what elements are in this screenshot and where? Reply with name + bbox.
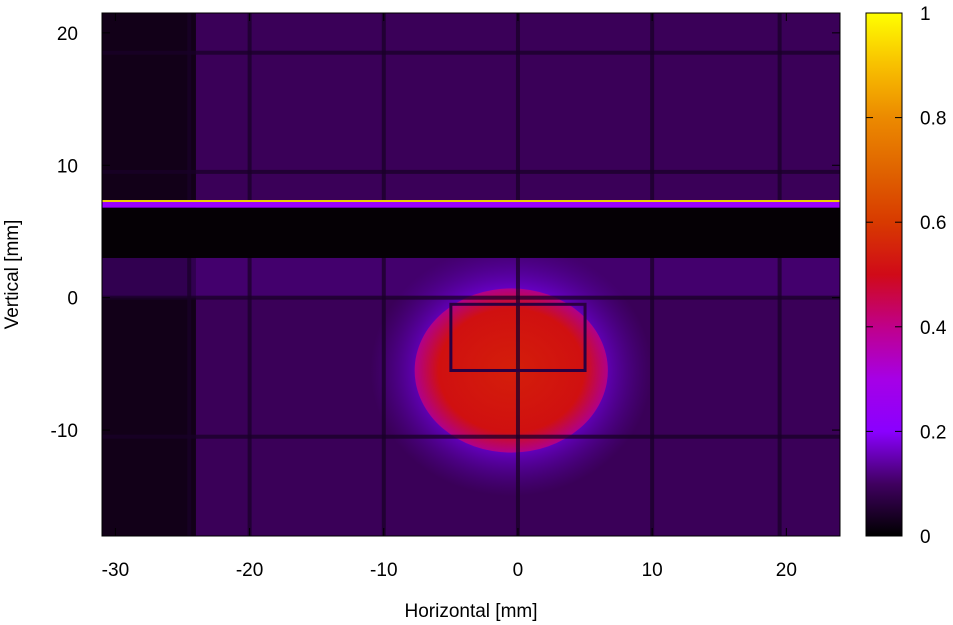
plot-area <box>102 13 840 536</box>
grid-line-vertical <box>187 13 192 536</box>
grid-line-horizontal <box>102 295 840 300</box>
x-tick-label: 0 <box>513 560 524 581</box>
dark-band <box>102 207 840 258</box>
y-axis-label: Vertical [mm] <box>2 220 23 330</box>
colorbar-tick-label: 0.4 <box>920 318 947 339</box>
colorbar <box>866 13 902 536</box>
colorbar-tick-label: 0.6 <box>920 213 946 234</box>
x-tick-label: -30 <box>102 560 129 581</box>
detector-grid-lines <box>102 13 840 536</box>
x-tick-label: 10 <box>642 560 663 581</box>
y-tick-label: -10 <box>51 421 78 442</box>
y-axis: 20 10 0 -10 <box>51 24 840 442</box>
inner-frame-shadow <box>449 302 587 372</box>
grid-line-horizontal <box>102 50 840 55</box>
colorbar-frame <box>865 12 903 537</box>
colorbar-axis: 0 0.2 0.4 0.6 0.8 1 <box>866 4 947 548</box>
grid-line-vertical <box>247 13 252 536</box>
grid-line-vertical <box>650 13 655 536</box>
x-tick-label: 20 <box>776 560 797 581</box>
x-tick-label: -20 <box>236 560 263 581</box>
x-tick-label: -10 <box>370 560 397 581</box>
grid-line-vertical <box>515 13 520 536</box>
x-axis-label: Horizontal [mm] <box>404 601 537 622</box>
bright-beam-edge <box>102 200 840 203</box>
y-tick-label: 0 <box>67 289 78 310</box>
y-tick-label: 10 <box>57 156 78 177</box>
y-tick-label: 20 <box>57 24 78 45</box>
grid-line-vertical <box>381 13 386 536</box>
colorbar-tick-label: 0.2 <box>920 422 946 443</box>
colorbar-tick-label: 0.8 <box>920 109 946 130</box>
plot-frame <box>101 12 841 537</box>
grid-line-horizontal <box>102 434 840 439</box>
colorbar-tick-label: 1 <box>920 4 931 25</box>
grid-line-horizontal <box>102 169 840 174</box>
bright-beam-line <box>102 201 840 208</box>
colorbar-tick-label: 0 <box>920 527 931 548</box>
grid-line-vertical <box>777 13 782 536</box>
x-axis: -30 -20 -10 0 10 20 <box>102 13 797 581</box>
